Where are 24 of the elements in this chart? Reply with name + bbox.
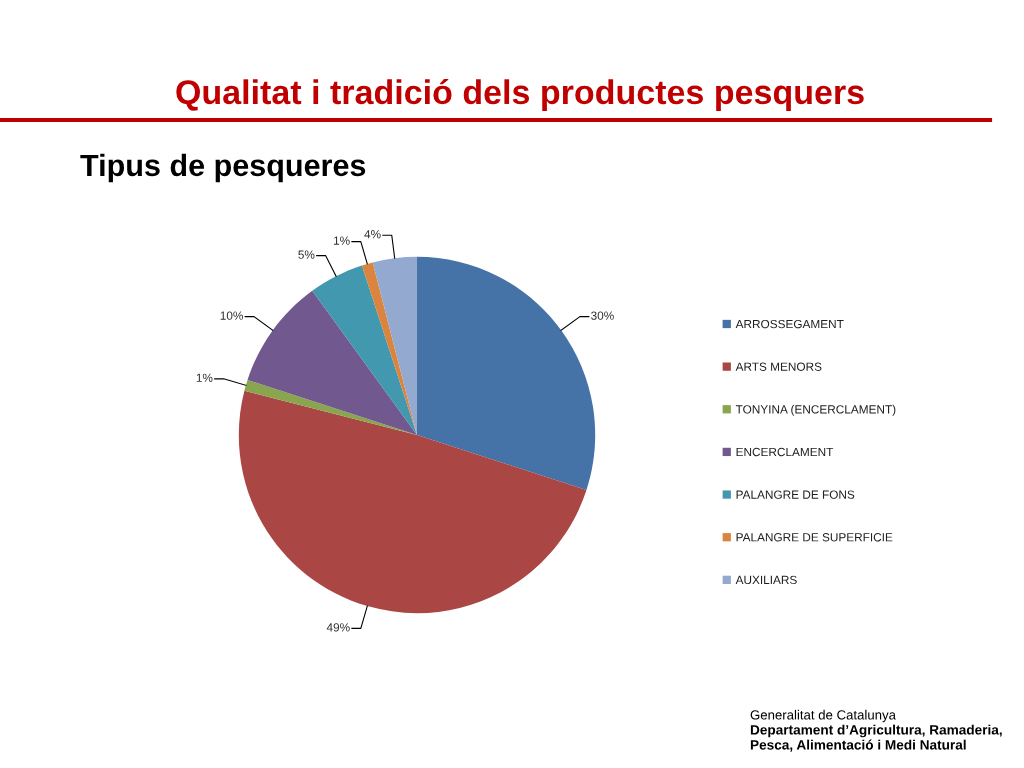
legend-label: ENCERCLAMENT xyxy=(736,447,834,457)
chart-title: Qualitat i tradició dels productes pesquers xyxy=(176,78,864,112)
pie-slice xyxy=(312,265,417,435)
pie-slice xyxy=(361,262,417,435)
legend-label: TONYINA (ENCERCLAMENT) xyxy=(735,404,896,416)
text: Pesca, Alimentació i Medi Natural xyxy=(750,739,966,752)
data-label: 30% xyxy=(591,311,614,320)
data-label: 1% xyxy=(333,236,350,245)
chart-subtitle: Tipus de pesqueres xyxy=(80,153,366,183)
legend-label: ARTS MENORS xyxy=(735,362,822,371)
data-label: 1% xyxy=(196,373,213,382)
pie-slice xyxy=(238,390,587,614)
data-label: 10% xyxy=(220,311,243,320)
data-label: 49% xyxy=(326,623,350,632)
pie-slice xyxy=(372,256,417,435)
data-label: 5% xyxy=(298,250,315,259)
legend-label: AUXILIARS xyxy=(735,575,797,585)
legend-label: PALANGRE DE SUPERFICIE xyxy=(736,533,893,542)
text: Departament d’Agricultura, Ramaderia, xyxy=(750,724,1002,738)
legend-label: PALANGRE DE FONS xyxy=(736,490,855,499)
pie-slice xyxy=(247,290,417,435)
text: Generalitat de Catalunya xyxy=(750,709,896,723)
data-label: 4% xyxy=(364,230,381,239)
legend-label: ARROSSEGAMENT xyxy=(735,319,844,329)
